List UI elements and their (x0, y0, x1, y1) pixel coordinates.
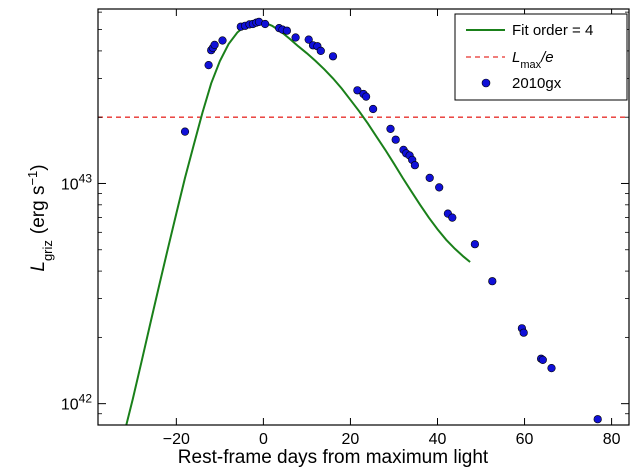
legend-label-fit: Fit order = 4 (512, 22, 593, 39)
data-point-2010gx (369, 104, 378, 114)
data-point-2010gx (362, 92, 371, 101)
legend-label-lmax: Lmax/e (512, 49, 554, 71)
data-point-2010gx (386, 124, 395, 133)
fit-curve (125, 20, 471, 425)
y-tick-label: 1042 (61, 392, 92, 414)
data-point-2010gx (316, 46, 325, 56)
data-point-2010gx (547, 364, 556, 373)
legend: Fit order = 4 Lmax/e 2010gx (454, 13, 628, 101)
data-point-2010gx (282, 26, 292, 35)
data-point-2010gx (391, 135, 400, 144)
data-point-2010gx (488, 277, 497, 286)
legend-label-2010gx: 2010gx (512, 75, 562, 92)
y-tick-label: 1043 (61, 171, 92, 193)
x-tick-label: 40 (429, 431, 447, 448)
data-point-2010gx (304, 35, 313, 44)
x-tick-label: 0 (259, 431, 268, 448)
data-point-2010gx (593, 415, 602, 424)
data-point-2010gx (425, 173, 434, 182)
data-point-2010gx (204, 60, 213, 70)
data-point-2010gx (210, 40, 219, 50)
y-axis-label: Lgriz(erg s−1) (25, 164, 55, 271)
data-point-2010gx (218, 36, 227, 45)
data-point-2010gx (261, 19, 270, 29)
x-axis-label: Rest-frame days from maximum light (178, 447, 489, 468)
plot-frame (97, 8, 630, 426)
data-point-2010gx (519, 328, 528, 337)
data-point-2010gx (180, 127, 190, 136)
data-point-2010gx (328, 52, 338, 61)
data-point-2010gx (448, 213, 457, 222)
data-point-2010gx (538, 355, 547, 365)
data-point-2010gx (410, 161, 420, 170)
x-tick-label: 20 (342, 431, 360, 448)
plot-area (98, 17, 629, 425)
legend-swatch-2010gx (481, 78, 491, 88)
data-point-2010gx (435, 183, 444, 192)
data-point-2010gx (353, 86, 362, 95)
x-tick-label: −20 (163, 431, 190, 448)
data-point-2010gx (291, 33, 300, 42)
x-tick-label: 80 (603, 431, 621, 448)
data-point-2010gx (470, 240, 480, 249)
axis-ticks: −20 0 20 40 60 80 1042 1043 (61, 9, 629, 448)
x-tick-label: 60 (516, 431, 534, 448)
